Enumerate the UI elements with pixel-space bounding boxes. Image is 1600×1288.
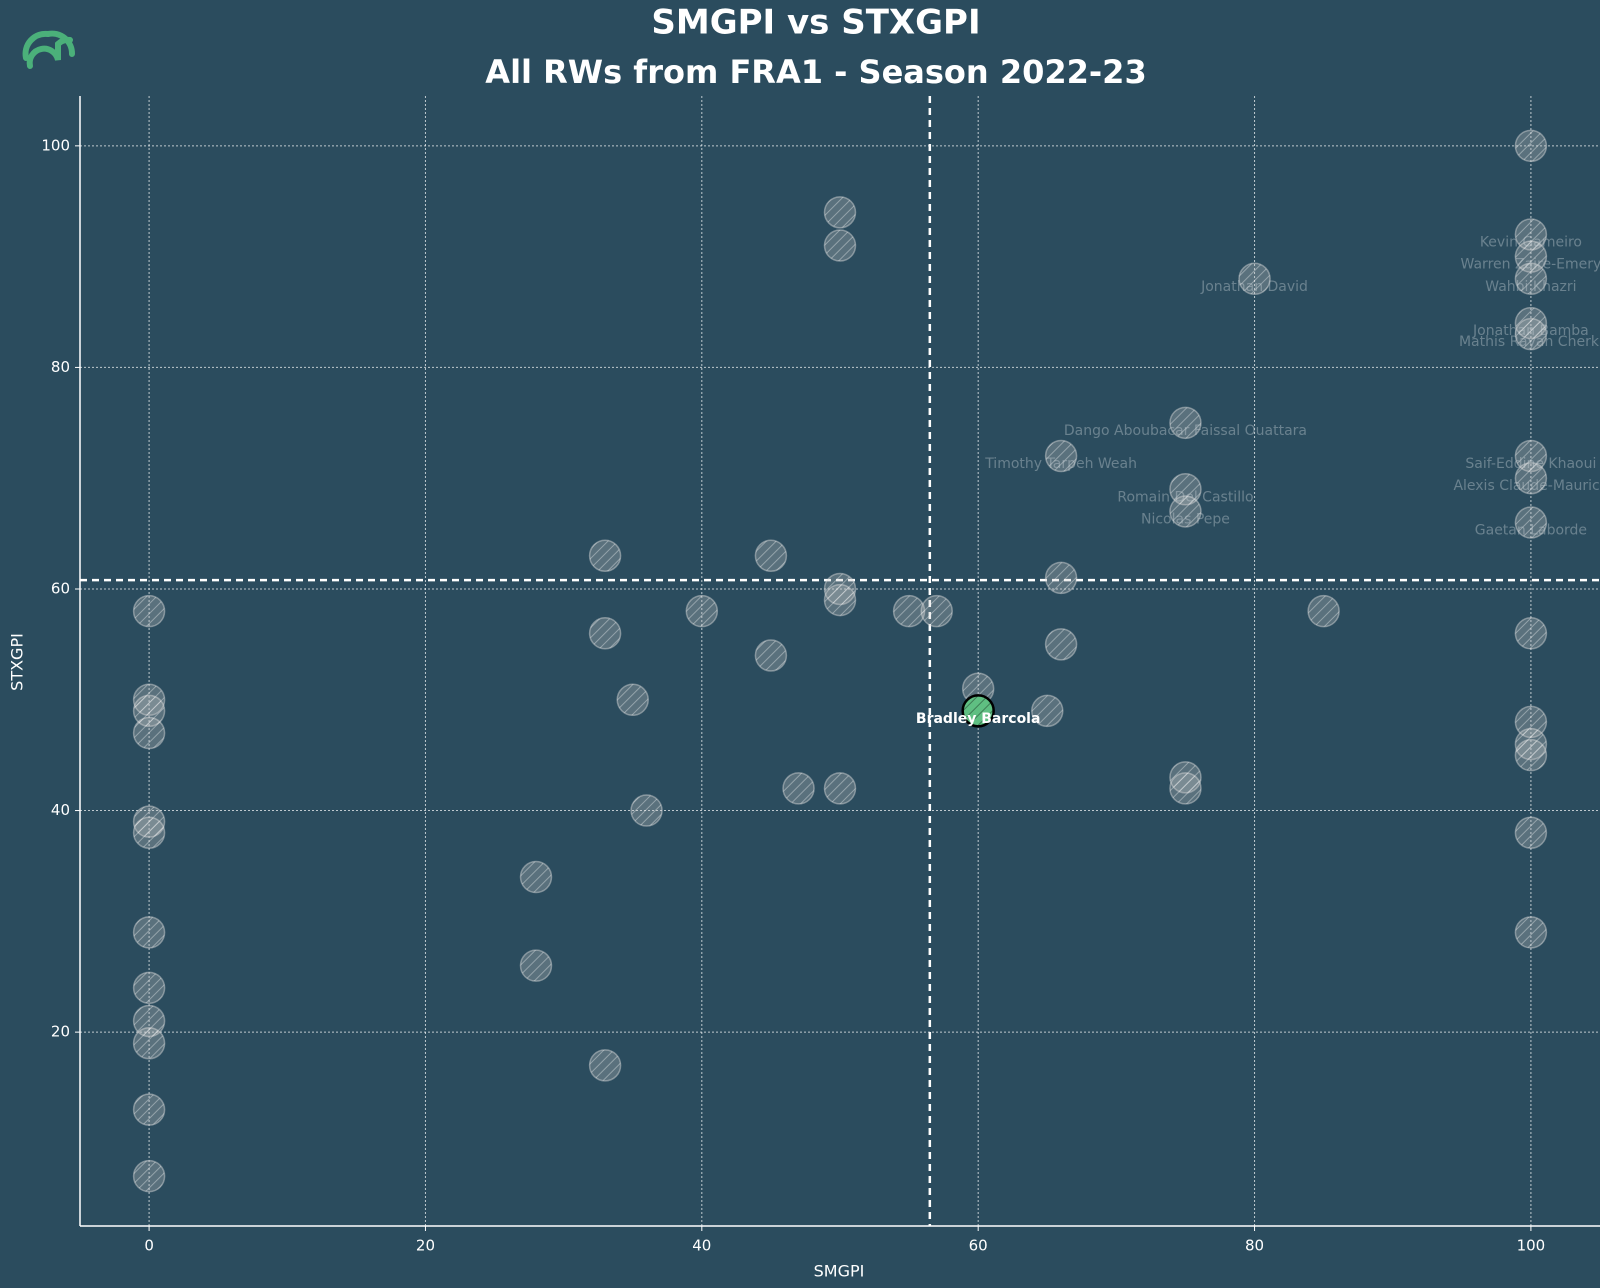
point-hatch: [1515, 318, 1547, 350]
y-tick-label: 100: [41, 136, 70, 154]
point-hatch: [1169, 473, 1201, 505]
point-label: Nicolas Pepe: [1141, 511, 1230, 527]
chart-title: SMGPI vs STXGPI: [651, 3, 980, 43]
point-hatch: [1045, 440, 1077, 472]
chart-subtitle: All RWs from FRA1 - Season 2022-23: [485, 53, 1146, 91]
point-hatch: [1308, 595, 1340, 627]
point-label: Romain Del Castillo: [1117, 489, 1253, 505]
point-hatch: [133, 817, 165, 849]
point-hatch: [962, 695, 994, 727]
point-hatch: [631, 795, 663, 827]
x-tick-label: 0: [144, 1237, 154, 1255]
point-label: Alexis Claude-Maurice: [1453, 478, 1600, 494]
point-hatch: [1515, 916, 1547, 948]
point-hatch: [824, 196, 856, 228]
point-label: Dango Aboubacar Faissal Ouattara: [1064, 423, 1307, 439]
x-tick-label: 60: [969, 1237, 988, 1255]
point-hatch: [755, 540, 787, 572]
y-tick-label: 60: [51, 579, 70, 597]
point-label: Jonathan Bamba: [1472, 323, 1589, 339]
point-hatch: [133, 695, 165, 727]
point-hatch: [1515, 263, 1547, 295]
point-hatch: [133, 1094, 165, 1126]
point-hatch: [617, 684, 649, 716]
point-hatch: [921, 595, 953, 627]
point-hatch: [755, 639, 787, 671]
point-hatch: [1045, 562, 1077, 594]
y-tick-label: 20: [51, 1023, 70, 1041]
point-hatch: [133, 595, 165, 627]
point-hatch: [1031, 695, 1063, 727]
point-label: Mathis Rayan Cherki: [1459, 334, 1600, 350]
point-hatch: [1515, 218, 1547, 250]
y-tick-label: 40: [51, 801, 70, 819]
point-hatch: [893, 595, 925, 627]
point-label: Saif-Eddine Khaoui: [1465, 456, 1596, 472]
x-tick-label: 100: [1517, 1237, 1546, 1255]
point-hatch: [1169, 495, 1201, 527]
point-hatch: [1515, 130, 1547, 162]
point-hatch: [824, 772, 856, 804]
x-axis-label: SMGPI: [814, 1262, 865, 1281]
point-hatch: [133, 1027, 165, 1059]
point-hatch: [133, 972, 165, 1004]
point-label: Kevin Gameiro: [1480, 234, 1582, 250]
point-hatch: [1239, 263, 1271, 295]
point-hatch: [589, 540, 621, 572]
point-label: Timothy Tarpeh Weah: [984, 456, 1137, 472]
logo: [22, 30, 76, 69]
point-label: Gaetan Laborde: [1475, 523, 1587, 539]
point-hatch: [1169, 407, 1201, 439]
y-tick-label: 80: [51, 358, 70, 376]
point-hatch: [589, 1049, 621, 1081]
x-tick-label: 40: [692, 1237, 711, 1255]
point-hatch: [1515, 462, 1547, 494]
point-hatch: [1515, 440, 1547, 472]
point-hatch: [1515, 817, 1547, 849]
point-hatch: [520, 950, 552, 982]
point-hatch: [824, 230, 856, 262]
point-hatch: [133, 1160, 165, 1192]
point-hatch: [589, 617, 621, 649]
point-hatch: [133, 1005, 165, 1037]
point-label: Bradley Barcola: [916, 711, 1041, 727]
point-hatch: [1515, 507, 1547, 539]
y-axis-label: STXGPI: [8, 633, 27, 691]
point-hatch: [783, 772, 815, 804]
point-hatch: [520, 861, 552, 893]
point-label: Jonathan David: [1200, 279, 1308, 295]
x-tick-label: 20: [416, 1237, 435, 1255]
point-hatch: [1515, 241, 1547, 273]
point-label: Wahbi Khazri: [1485, 279, 1576, 295]
point-hatch: [824, 584, 856, 616]
plot-area: Timothy Tarpeh Weah Dango Aboubacar Faiss…: [80, 96, 1600, 1226]
point-hatch: [1515, 739, 1547, 771]
point-label: Warren Zaire-Emery: [1461, 257, 1600, 273]
point-hatch: [1515, 617, 1547, 649]
point-hatch: [1045, 628, 1077, 660]
x-tick-label: 80: [1245, 1237, 1264, 1255]
point-hatch: [1169, 772, 1201, 804]
point-hatch: [133, 717, 165, 749]
point-hatch: [133, 916, 165, 948]
point-hatch: [686, 595, 718, 627]
point-hatch: [1515, 706, 1547, 738]
